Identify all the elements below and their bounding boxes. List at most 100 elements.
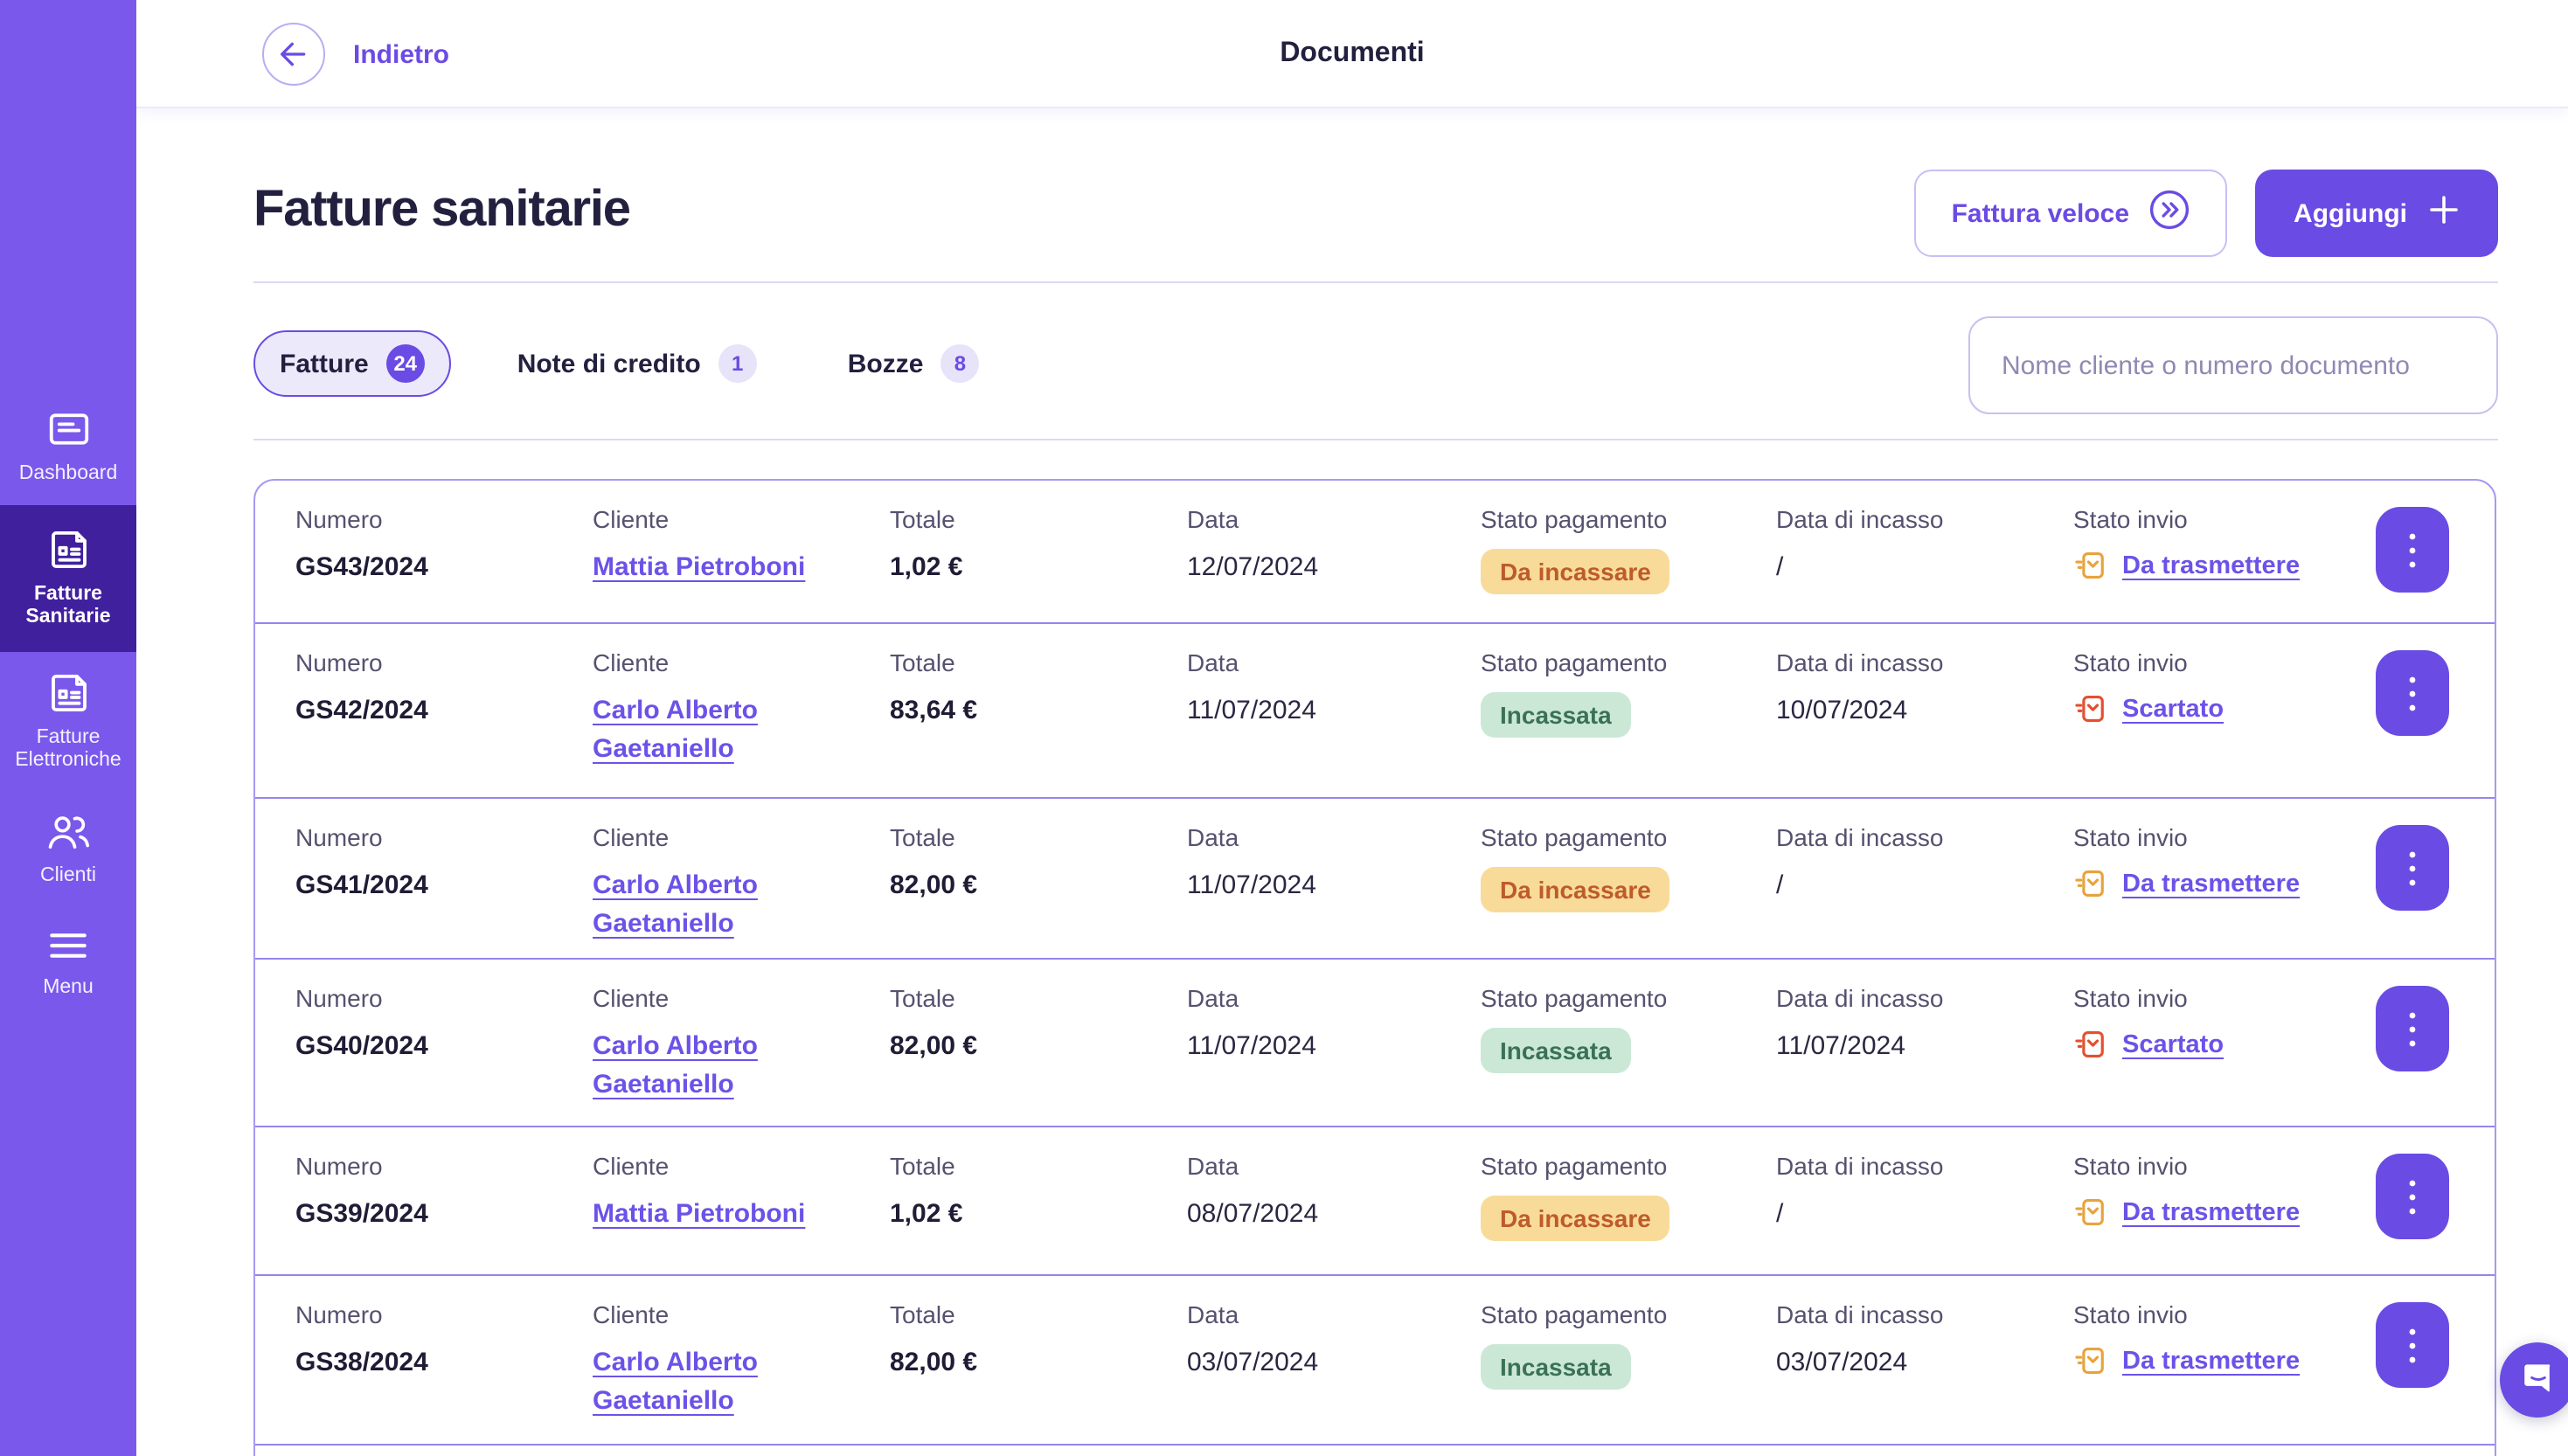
- chat-icon: [2518, 1358, 2557, 1402]
- search-input[interactable]: [1968, 316, 2498, 414]
- send-status-icon: [2073, 867, 2106, 900]
- sidebar-item-label: Fatture Sanitarie: [25, 584, 111, 627]
- send-status-icon: [2073, 692, 2106, 725]
- kebab-menu-icon: [2409, 850, 2416, 885]
- client-link[interactable]: Mattia Pietroboni: [593, 552, 806, 582]
- collection-date: 03/07/2024: [1776, 1348, 1908, 1377]
- back-label[interactable]: Indietro: [353, 39, 449, 69]
- table-row: Numero GS42/2024 Cliente Carlo Alberto Gae…: [255, 624, 2495, 799]
- kebab-menu-icon: [2409, 676, 2416, 711]
- invoice-total: 82,00 €: [890, 1348, 978, 1377]
- double-chevron-icon: [2148, 189, 2190, 238]
- send-status-link[interactable]: Scartato: [2122, 695, 2224, 723]
- invoice-icon: [45, 669, 92, 717]
- send-status-link[interactable]: Da trasmettere: [2122, 551, 2301, 579]
- quick-invoice-button[interactable]: Fattura veloce: [1914, 170, 2228, 257]
- send-status-link[interactable]: Da trasmettere: [2122, 870, 2301, 898]
- send-status-icon: [2073, 549, 2106, 582]
- invoice-date: 08/07/2024: [1187, 1199, 1319, 1229]
- client-link[interactable]: Carlo Alberto Gaetaniello: [593, 696, 758, 764]
- tab-count-badge: 8: [940, 344, 980, 383]
- payment-status-badge: Incassata: [1481, 1344, 1631, 1390]
- client-link[interactable]: Carlo Alberto Gaetaniello: [593, 870, 758, 939]
- sidebar-item-fatture-sanitarie[interactable]: Fatture Sanitarie: [0, 505, 136, 652]
- sidebar-item-menu[interactable]: Menu: [0, 907, 136, 1019]
- sidebar-item-label: Clienti: [40, 865, 96, 886]
- invoice-total: 82,00 €: [890, 1031, 978, 1061]
- back-button[interactable]: Indietro: [262, 23, 449, 86]
- sidebar-item-dashboard[interactable]: Dashboard: [0, 388, 136, 505]
- kebab-menu-icon: [2409, 1328, 2416, 1362]
- invoice-total: 1,02 €: [890, 552, 963, 582]
- send-status-icon: [2073, 1028, 2106, 1061]
- invoice-total: 1,02 €: [890, 1199, 963, 1229]
- sidebar-item-label: Fatture Elettroniche: [15, 727, 121, 771]
- invoice-icon: [45, 526, 92, 573]
- document-tabs: Fatture 24 Note di credito 1 Bozze 8: [253, 330, 1003, 397]
- send-status-link[interactable]: Da trasmettere: [2122, 1198, 2301, 1226]
- top-bar: Indietro Documenti: [136, 0, 2568, 108]
- kebab-menu-icon: [2409, 532, 2416, 567]
- invoice-number: GS42/2024: [295, 696, 428, 725]
- collection-date: /: [1776, 1199, 1784, 1229]
- invoice-date: 11/07/2024: [1187, 696, 1316, 725]
- invoice-number: GS43/2024: [295, 552, 428, 582]
- tabs-divider: [253, 439, 2498, 440]
- tab-note-di-credito[interactable]: Note di credito 1: [493, 330, 781, 397]
- tab-fatture[interactable]: Fatture 24: [253, 330, 451, 397]
- collection-date: 10/07/2024: [1776, 696, 1908, 725]
- collection-date: /: [1776, 552, 1784, 582]
- client-link[interactable]: Carlo Alberto Gaetaniello: [593, 1031, 758, 1099]
- invoice-date: 11/07/2024: [1187, 1031, 1316, 1061]
- table-row: Numero GS38/2024 Cliente Carlo Alberto Gae…: [255, 1276, 2495, 1446]
- table-row-partial: [255, 1446, 2495, 1456]
- invoice-number: GS41/2024: [295, 870, 428, 900]
- send-status-link[interactable]: Scartato: [2122, 1030, 2224, 1058]
- invoice-date: 12/07/2024: [1187, 552, 1319, 582]
- payment-status-badge: Incassata: [1481, 692, 1631, 738]
- table-row: Numero GS41/2024 Cliente Carlo Alberto Gae…: [255, 799, 2495, 960]
- payment-status-badge: Da incassare: [1481, 867, 1670, 912]
- collection-date: 11/07/2024: [1776, 1031, 1905, 1061]
- clients-icon: [44, 809, 93, 855]
- table-row: Numero GS39/2024 Cliente Mattia Pietroboni…: [255, 1127, 2495, 1276]
- tab-bozze[interactable]: Bozze 8: [823, 330, 1004, 397]
- main-content: Fatture sanitarie Fattura veloce Aggiung…: [136, 108, 2568, 1456]
- plus-icon: [2428, 194, 2460, 232]
- back-arrow-icon[interactable]: [262, 23, 325, 86]
- invoice-number: GS38/2024: [295, 1348, 428, 1377]
- sidebar-item-clienti[interactable]: Clienti: [0, 792, 136, 907]
- payment-status-badge: Incassata: [1481, 1028, 1631, 1073]
- row-actions-button[interactable]: [2376, 825, 2449, 911]
- row-actions-button[interactable]: [2376, 986, 2449, 1071]
- tab-count-badge: 24: [385, 344, 425, 383]
- payment-status-badge: Da incassare: [1481, 1196, 1670, 1241]
- sidebar: Dashboard Fatture Sanitarie: [0, 0, 136, 1456]
- dashboard-icon: [45, 406, 92, 453]
- client-link[interactable]: Mattia Pietroboni: [593, 1199, 806, 1229]
- chat-launcher-button[interactable]: [2500, 1342, 2568, 1418]
- kebab-menu-icon: [2409, 1179, 2416, 1214]
- payment-status-badge: Da incassare: [1481, 549, 1670, 594]
- invoice-total: 83,64 €: [890, 696, 978, 725]
- invoice-date: 03/07/2024: [1187, 1348, 1319, 1377]
- row-actions-button[interactable]: [2376, 650, 2449, 736]
- invoice-total: 82,00 €: [890, 870, 978, 900]
- client-link[interactable]: Carlo Alberto Gaetaniello: [593, 1348, 758, 1416]
- invoice-number: GS40/2024: [295, 1031, 428, 1061]
- table-row: Numero GS40/2024 Cliente Carlo Alberto Gae…: [255, 960, 2495, 1127]
- sidebar-item-label: Dashboard: [18, 463, 118, 484]
- collection-date: /: [1776, 870, 1784, 900]
- add-button[interactable]: Aggiungi: [2255, 170, 2498, 257]
- invoice-list: Numero GS43/2024 Cliente Mattia Pietroboni…: [253, 479, 2496, 1456]
- send-status-link[interactable]: Da trasmettere: [2122, 1347, 2301, 1375]
- tab-count-badge: 1: [718, 344, 757, 383]
- row-actions-button[interactable]: [2376, 1302, 2449, 1388]
- row-actions-button[interactable]: [2376, 507, 2449, 593]
- title-divider: [253, 281, 2498, 283]
- sidebar-item-fatture-elettroniche[interactable]: Fatture Elettroniche: [0, 652, 136, 792]
- row-actions-button[interactable]: [2376, 1154, 2449, 1239]
- table-row: Numero GS43/2024 Cliente Mattia Pietroboni…: [255, 481, 2495, 624]
- kebab-menu-icon: [2409, 1011, 2416, 1046]
